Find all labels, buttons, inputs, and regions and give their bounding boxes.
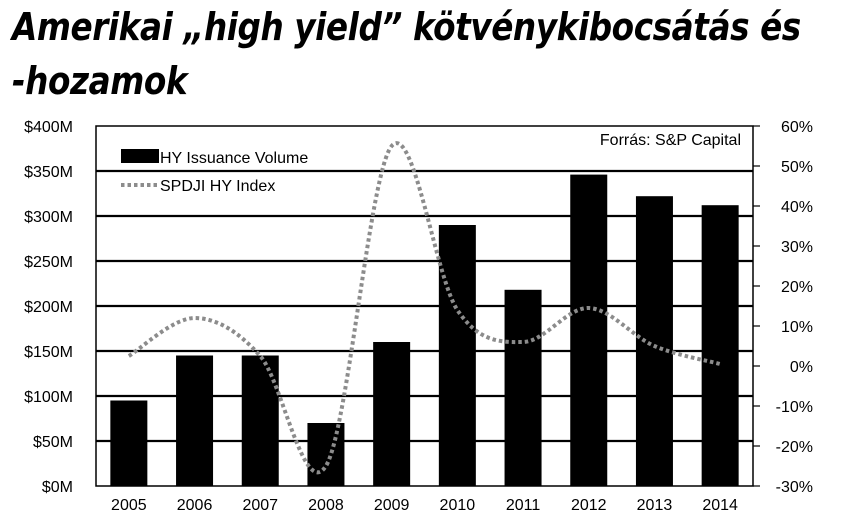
x-tick-label: 2010: [440, 497, 476, 514]
left-axis-ticks: $0M $50M $100M $150M $200M $250M $300M $350M $40…: [24, 119, 73, 496]
legend-swatch-bar: [121, 149, 159, 163]
right-tick-label: 50%: [781, 159, 813, 176]
legend-label-bar: HY Issuance Volume: [160, 150, 308, 167]
chart-title: Amerikai „high yield” kötvénykibocsátás …: [12, 0, 801, 108]
bar: [635, 196, 673, 486]
x-axis-ticks: 2005 2006 2007 2008 2009 2010 2011 2012 2013 2014: [111, 497, 738, 514]
right-tick-label: -10%: [776, 399, 813, 416]
index-line: [127, 141, 721, 475]
x-tick-label: 2007: [242, 497, 278, 514]
bar: [438, 225, 476, 486]
bar: [176, 355, 214, 486]
x-tick-label: 2008: [308, 497, 344, 514]
left-tick-label: $200M: [24, 299, 73, 316]
bar: [701, 205, 739, 486]
left-tick-label: $400M: [24, 119, 73, 136]
plot-frame: [95, 125, 754, 487]
x-tick-label: 2005: [111, 497, 147, 514]
legend: HY Issuance Volume SPDJI HY Index: [121, 149, 308, 195]
x-tick-label: 2011: [506, 497, 541, 514]
right-tick-label: -30%: [776, 479, 813, 496]
left-tick-label: $300M: [24, 209, 73, 226]
bar: [241, 355, 279, 486]
right-tick-label: 60%: [781, 119, 813, 136]
left-tick-label: $100M: [24, 389, 73, 406]
title-line-1: Amerikai „high yield” kötvénykibocsátás …: [12, 5, 801, 49]
bar: [307, 423, 345, 486]
right-tick-label: 10%: [781, 319, 813, 336]
right-tick-label: 0%: [790, 359, 813, 376]
bar: [110, 400, 148, 486]
x-tick-label: 2012: [571, 497, 607, 514]
right-tick-label: -20%: [776, 439, 813, 456]
x-tick-label: 2009: [374, 497, 410, 514]
left-tick-label: $50M: [33, 434, 73, 451]
left-tick-label: $350M: [24, 164, 73, 181]
x-tick-label: 2014: [702, 497, 738, 514]
source-note: Forrás: S&P Capital: [600, 132, 741, 149]
right-tick-label: 20%: [781, 279, 813, 296]
left-tick-label: $0M: [42, 479, 73, 496]
left-tick-label: $250M: [24, 254, 73, 271]
x-tick-label: 2006: [177, 497, 213, 514]
right-tick-label: 40%: [781, 199, 813, 216]
bar: [504, 289, 542, 486]
bar-series: [110, 174, 739, 486]
title-line-2: -hozamok: [12, 59, 188, 103]
right-axis-ticks: -30% -20% -10% 0% 10% 20% 30% 40% 50% 60%: [753, 119, 813, 496]
left-tick-label: $150M: [24, 344, 73, 361]
legend-label-line: SPDJI HY Index: [160, 178, 275, 195]
right-tick-label: 30%: [781, 239, 813, 256]
bar: [570, 174, 608, 486]
bar: [373, 342, 411, 486]
x-tick-label: 2013: [637, 497, 673, 514]
